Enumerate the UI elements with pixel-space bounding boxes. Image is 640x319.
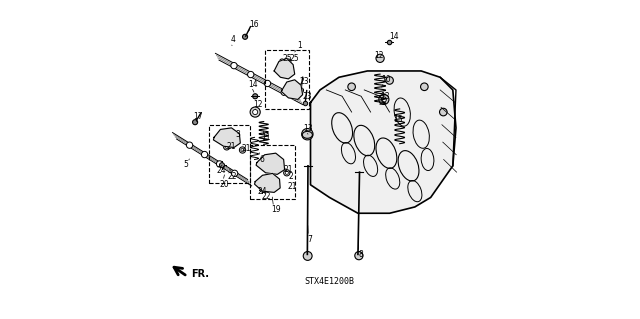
Circle shape [289, 88, 293, 93]
Circle shape [303, 101, 308, 106]
Circle shape [286, 85, 296, 96]
Circle shape [301, 129, 313, 140]
Circle shape [270, 167, 276, 173]
Text: 7: 7 [307, 235, 312, 244]
Circle shape [281, 67, 287, 72]
Text: 16: 16 [249, 20, 259, 29]
Circle shape [223, 144, 230, 150]
Circle shape [260, 187, 265, 192]
Circle shape [186, 142, 193, 148]
Circle shape [232, 170, 238, 176]
Circle shape [264, 158, 275, 169]
Circle shape [280, 59, 285, 64]
Text: 25: 25 [283, 54, 292, 63]
Polygon shape [282, 80, 303, 100]
Text: 5: 5 [183, 160, 188, 169]
Text: 13: 13 [303, 124, 313, 133]
Text: 21: 21 [242, 144, 252, 153]
Circle shape [248, 71, 254, 78]
Polygon shape [213, 128, 240, 147]
Circle shape [355, 251, 363, 260]
Text: 15: 15 [394, 115, 403, 123]
Circle shape [253, 109, 258, 115]
Text: 25: 25 [290, 54, 300, 63]
Text: 17: 17 [193, 112, 203, 121]
Circle shape [348, 83, 355, 91]
Circle shape [253, 94, 258, 99]
Circle shape [284, 170, 290, 176]
Text: 10: 10 [381, 75, 390, 84]
Circle shape [387, 40, 392, 45]
Text: 13: 13 [380, 93, 390, 101]
Circle shape [220, 163, 225, 168]
Circle shape [231, 63, 237, 69]
Text: 4: 4 [230, 35, 236, 44]
Circle shape [281, 89, 287, 95]
Text: 22: 22 [262, 192, 271, 201]
Circle shape [286, 59, 291, 64]
Circle shape [193, 120, 198, 125]
Text: 11: 11 [261, 133, 270, 143]
Text: 23: 23 [303, 92, 312, 101]
Text: 8: 8 [358, 250, 363, 259]
Text: 19: 19 [271, 205, 280, 214]
Text: 23: 23 [300, 77, 309, 85]
Text: STX4E1200B: STX4E1200B [305, 277, 355, 286]
Text: 24: 24 [216, 166, 226, 175]
Polygon shape [274, 58, 294, 79]
Text: 1: 1 [297, 41, 302, 50]
Text: 21: 21 [287, 182, 297, 191]
Polygon shape [255, 174, 280, 192]
Text: 21: 21 [226, 142, 236, 151]
Circle shape [267, 161, 272, 166]
Text: 21: 21 [284, 165, 293, 174]
Circle shape [216, 161, 223, 167]
Circle shape [303, 251, 312, 260]
Circle shape [299, 88, 303, 93]
Circle shape [241, 148, 244, 152]
Circle shape [225, 145, 228, 148]
Circle shape [202, 152, 208, 158]
Text: 24: 24 [258, 187, 268, 196]
Circle shape [376, 54, 384, 63]
Text: 6: 6 [259, 155, 264, 164]
Text: 12: 12 [253, 100, 263, 109]
Text: 12: 12 [374, 51, 383, 60]
Circle shape [278, 64, 289, 75]
Circle shape [264, 80, 271, 87]
Circle shape [285, 171, 289, 174]
Circle shape [440, 108, 447, 116]
Text: 22: 22 [227, 172, 237, 181]
Circle shape [379, 94, 389, 105]
Circle shape [243, 34, 248, 39]
Circle shape [263, 178, 271, 187]
Circle shape [250, 107, 260, 117]
Text: 3: 3 [236, 130, 240, 139]
Circle shape [381, 97, 387, 102]
Circle shape [221, 133, 232, 143]
Text: 2: 2 [289, 172, 293, 181]
Text: 14: 14 [248, 80, 258, 89]
Circle shape [272, 168, 275, 171]
Polygon shape [256, 153, 285, 174]
Circle shape [420, 83, 428, 91]
Text: 20: 20 [220, 180, 229, 189]
Text: 14: 14 [390, 32, 399, 41]
Polygon shape [310, 71, 456, 213]
Circle shape [239, 147, 246, 153]
Circle shape [386, 77, 394, 84]
Text: FR.: FR. [191, 269, 209, 279]
